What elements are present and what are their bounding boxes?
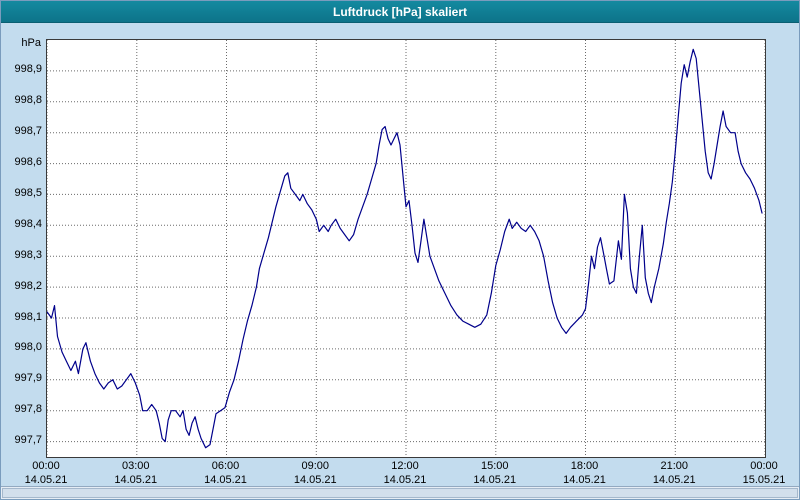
y-tick-label: 998,9 bbox=[14, 63, 42, 76]
x-tick-time: 18:00 bbox=[570, 460, 599, 472]
window-titlebar[interactable]: Luftdruck [hPa] skaliert bbox=[1, 1, 799, 23]
pressure-line-chart bbox=[47, 40, 765, 457]
x-tick-label: 15:00 14.05.21 bbox=[465, 459, 525, 487]
x-tick-date: 14.05.21 bbox=[204, 474, 247, 486]
x-tick-time: 21:00 bbox=[660, 460, 689, 472]
x-tick-date: 14.05.21 bbox=[563, 474, 606, 486]
y-tick-label: 997,9 bbox=[14, 372, 42, 385]
x-tick-time: 00:00 bbox=[750, 460, 778, 472]
x-tick-time: 00:00 bbox=[32, 460, 60, 472]
x-tick-label: 21:00 14.05.21 bbox=[644, 459, 704, 487]
x-tick-date: 14.05.21 bbox=[383, 474, 427, 486]
x-tick-date: 14.05.21 bbox=[473, 474, 517, 486]
x-tick-label: 12:00 14.05.21 bbox=[375, 459, 435, 487]
y-tick-label: 998,1 bbox=[14, 310, 42, 323]
x-tick-time: 09:00 bbox=[301, 460, 330, 472]
x-tick-date: 14.05.21 bbox=[293, 474, 337, 486]
plot-area bbox=[46, 39, 766, 458]
x-tick-label: 18:00 14.05.21 bbox=[555, 459, 615, 487]
y-tick-label: 998,7 bbox=[14, 125, 42, 138]
y-tick-label: 998,3 bbox=[14, 248, 42, 261]
y-tick-label: 997,7 bbox=[14, 434, 42, 447]
y-tick-label: 998,4 bbox=[14, 217, 42, 230]
x-tick-time: 15:00 bbox=[480, 460, 509, 472]
y-tick-label: 997,8 bbox=[14, 403, 42, 416]
x-tick-label: 06:00 14.05.21 bbox=[196, 459, 256, 487]
window-title: Luftdruck [hPa] skaliert bbox=[332, 4, 468, 19]
x-tick-date: 14.05.21 bbox=[114, 474, 158, 486]
y-axis-unit-label: hPa bbox=[21, 37, 41, 49]
x-tick-date: 14.05.21 bbox=[652, 474, 696, 486]
x-tick-label: 09:00 14.05.21 bbox=[285, 459, 345, 487]
y-tick-label: 998,5 bbox=[14, 186, 42, 199]
x-tick-time: 06:00 bbox=[211, 460, 240, 472]
y-tick-label: 998,8 bbox=[14, 94, 42, 107]
x-tick-label: 00:00 15.05.21 bbox=[734, 459, 794, 487]
x-tick-label: 03:00 14.05.21 bbox=[106, 459, 166, 487]
horizontal-scrollbar[interactable] bbox=[1, 486, 799, 499]
y-tick-label: 998,6 bbox=[14, 156, 42, 169]
scrollbar-thumb[interactable] bbox=[2, 488, 798, 498]
y-tick-label: 998,0 bbox=[14, 341, 42, 354]
x-tick-date: 14.05.21 bbox=[24, 474, 68, 486]
x-tick-label: 00:00 14.05.21 bbox=[16, 459, 76, 487]
y-tick-label: 998,2 bbox=[14, 279, 42, 292]
x-tick-time: 03:00 bbox=[121, 460, 150, 472]
x-tick-time: 12:00 bbox=[391, 460, 419, 472]
x-tick-date: 15.05.21 bbox=[742, 474, 786, 486]
